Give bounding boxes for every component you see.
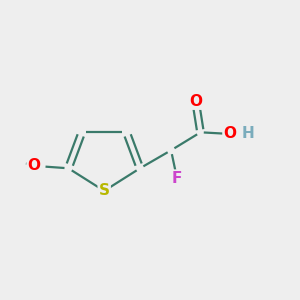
Text: O: O [28, 158, 40, 172]
Text: O: O [189, 94, 202, 109]
Text: S: S [99, 183, 110, 198]
Text: F: F [172, 171, 182, 186]
Text: O: O [224, 126, 236, 141]
Text: H: H [242, 126, 254, 141]
